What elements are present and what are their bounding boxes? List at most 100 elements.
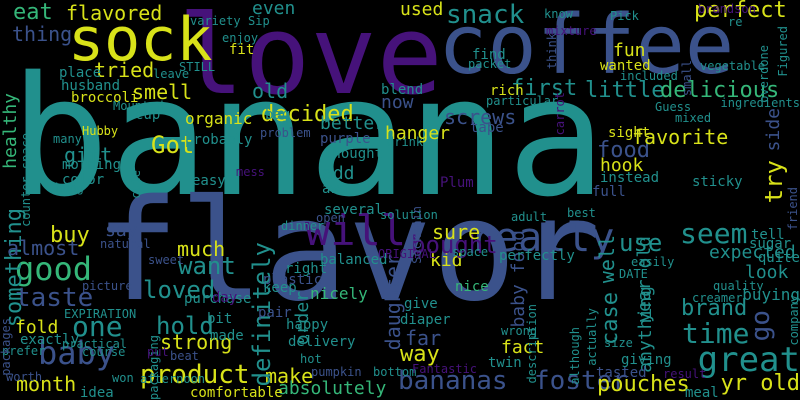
word-twin: twin (488, 355, 522, 371)
word-good: good (15, 250, 93, 288)
word-beat: beat (170, 349, 199, 363)
word-hung: hung (55, 181, 84, 195)
word-natural: natural (100, 237, 151, 251)
word-healthy: healthy (0, 93, 21, 169)
word-sticky: sticky (692, 174, 743, 190)
word-practical: practical (62, 337, 128, 351)
word-pouches: pouches (597, 372, 690, 397)
word-packet: packet (468, 57, 512, 71)
word-fact: fact (501, 337, 545, 358)
word-guess: Guess (655, 100, 692, 114)
word-exactly: exactly (20, 332, 80, 348)
word-loved: loved (143, 276, 216, 304)
word-tasted: tasted (596, 365, 647, 381)
word-made: made (210, 328, 244, 344)
word-description: description (525, 304, 539, 384)
word-best: best (567, 206, 596, 220)
word-go: go (746, 310, 776, 342)
word-perfect: perfect (694, 0, 787, 23)
word-mounted: Mounted (113, 99, 164, 113)
word-full: full (592, 184, 626, 200)
word-well: well (595, 235, 619, 284)
word-sock: sock (68, 5, 213, 75)
word-delicious: delicious (660, 78, 780, 103)
word-sockmain: Sockmain (410, 206, 424, 264)
word-wanted: wanted (600, 58, 651, 74)
word-happy: happy (286, 317, 329, 333)
word-purple: purple (320, 131, 371, 147)
word-purchase: purchase (184, 291, 252, 307)
word-plum: Plum (440, 175, 474, 191)
word-hold: hold (156, 312, 214, 340)
word-problem: problem (260, 126, 311, 140)
word-idea: idea (80, 385, 114, 400)
word-mess: mess (236, 165, 265, 179)
word-much: much (177, 237, 226, 261)
word-month: month (16, 372, 77, 396)
word-afternoon: afternoon (140, 372, 206, 386)
word-kid: kid (430, 250, 463, 271)
word-absolutely: absolutely (278, 378, 387, 399)
word-although: although (568, 327, 582, 385)
word-old: old (252, 79, 289, 103)
word-want: want (178, 252, 236, 280)
word-friend: friend (786, 187, 800, 231)
word-buying: buying (742, 285, 800, 304)
word-quality: quality (713, 279, 764, 293)
word-bag: bag (265, 107, 291, 123)
word-expiration: EXPIRATION (64, 307, 137, 321)
word-adult: adult (511, 210, 548, 224)
word-space: space (452, 245, 489, 259)
word-bit: bit (207, 311, 233, 327)
word-time: time (682, 317, 750, 350)
word-morning: morning (62, 157, 122, 173)
word-thought: thought (324, 146, 384, 162)
word-make: make (265, 364, 314, 388)
word-overdone: overdone (757, 45, 771, 103)
word-rich: rich (490, 83, 524, 99)
word-product: product (140, 360, 250, 390)
word-taste: taste (15, 283, 94, 313)
word-vegetable: vegetable (700, 59, 766, 73)
word-buy: buy (50, 223, 90, 248)
word-right: right (285, 261, 328, 277)
word-color: color (62, 172, 105, 188)
word-prefer: prefer (2, 344, 46, 358)
word-flavor: flavor (95, 170, 601, 333)
word-result: result (663, 367, 707, 381)
word-ingredients: ingredients (720, 96, 800, 110)
word-particular: particular (486, 94, 559, 108)
word-say: say (105, 220, 138, 241)
word-meal: meal (685, 385, 719, 400)
word-nicely: nicely (310, 284, 368, 303)
word-sip: Sip (248, 14, 270, 28)
word-baby: baby (38, 334, 116, 372)
word-probably: probably (185, 132, 253, 148)
word-re: re (728, 15, 743, 29)
word-put: put (147, 345, 169, 359)
word-flavored: flavored (66, 1, 163, 25)
word-enjoy: enjoy (222, 31, 259, 45)
word-sweet: sweet (148, 253, 185, 267)
word-pumpkin: pumpkin (311, 365, 362, 379)
word-creamer: creamer (692, 291, 743, 305)
word-variety: variety (190, 14, 241, 28)
word-hook: hook (600, 155, 644, 176)
word-really: really (470, 215, 615, 261)
word-brand: brand (681, 296, 748, 321)
word-banana: banana (10, 41, 607, 233)
word-course: course (82, 345, 126, 359)
word-now: now (381, 92, 414, 113)
word-company: company (787, 295, 800, 346)
word-fantastic: Fantastic (412, 362, 478, 376)
word-day: day (212, 290, 238, 306)
word-sugar: sugar (749, 236, 792, 252)
word-find: find (472, 47, 506, 63)
word-brandson: brandson (698, 2, 756, 16)
word-quite: quite (757, 250, 800, 266)
word-solution: solution (380, 208, 438, 222)
word-actually: actually (585, 308, 599, 366)
word-little: little (585, 78, 665, 103)
word-used: used (400, 0, 444, 20)
